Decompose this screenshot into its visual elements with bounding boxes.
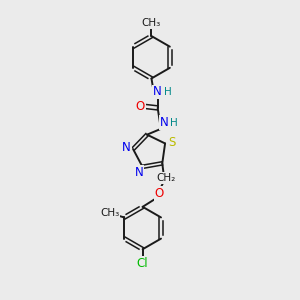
Text: O: O [135,100,145,113]
Text: N: N [160,116,168,129]
Text: N: N [153,85,162,98]
Text: CH₃: CH₃ [100,208,119,218]
Text: CH₃: CH₃ [142,18,161,28]
Text: H: H [170,118,178,128]
Text: N: N [122,141,131,154]
Text: H: H [164,87,172,97]
Text: N: N [135,166,143,179]
Text: S: S [168,136,175,149]
Text: CH₂: CH₂ [157,173,176,183]
Text: O: O [155,187,164,200]
Text: Cl: Cl [137,256,148,270]
